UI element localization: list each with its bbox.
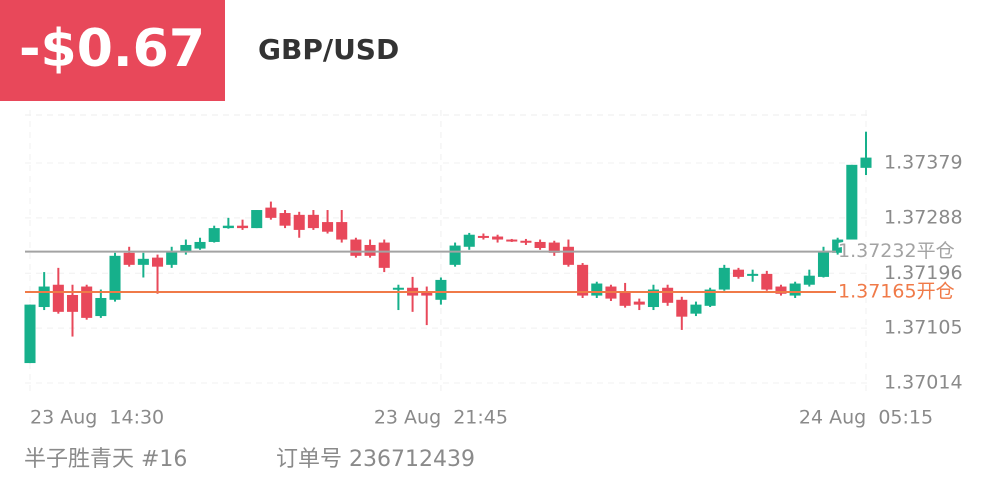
candle-body: [704, 289, 716, 306]
candle-body: [378, 242, 390, 268]
candle-body: [492, 236, 504, 240]
y-tick-label: 1.37105: [884, 317, 963, 339]
order-number: 订单号 236712439: [276, 447, 475, 472]
candle-body: [548, 242, 560, 253]
candle-body: [52, 284, 64, 312]
candle-body: [591, 283, 603, 296]
candle-body: [109, 255, 121, 300]
candle-body: [237, 225, 249, 229]
candle-body: [520, 240, 532, 243]
candle-body: [38, 286, 50, 308]
candle-body: [676, 299, 688, 317]
candle-body: [577, 264, 589, 296]
candle-body: [350, 239, 362, 256]
pnl: -$0.67: [19, 19, 205, 79]
candle-body: [506, 239, 518, 242]
candle-body: [718, 267, 730, 290]
candle-body: [279, 213, 291, 226]
candle-body: [449, 245, 461, 265]
candle-body: [151, 257, 164, 267]
candle-body: [662, 287, 674, 303]
candle-body: [619, 291, 631, 306]
candle-body: [222, 225, 234, 229]
y-tick-label: 1.37196: [884, 262, 963, 284]
candle-body: [123, 252, 135, 265]
candle-body: [633, 301, 645, 305]
candle-body: [435, 279, 447, 300]
x-tick-label: 23 Aug 21:45: [374, 407, 508, 429]
reference-label: 1.37165开仓: [838, 280, 955, 302]
candle-body: [95, 297, 107, 317]
candle-body: [789, 283, 801, 296]
candle-body: [562, 246, 574, 265]
candle-body: [66, 294, 79, 312]
candle-body: [732, 269, 745, 277]
candle-body: [690, 304, 702, 314]
candle-body: [166, 250, 178, 265]
x-tick-label: 23 Aug 14:30: [30, 407, 164, 429]
candle-body: [364, 244, 376, 256]
candle-body: [251, 210, 263, 229]
y-tick-label: 1.37288: [884, 206, 963, 228]
candle-body: [477, 235, 489, 238]
x-tick-label: 24 Aug 05:15: [799, 407, 933, 429]
candle-body: [194, 241, 206, 249]
candle-body: [180, 244, 192, 252]
candle-body: [81, 286, 93, 318]
account: 半子胜青天 #16: [24, 447, 187, 472]
candle-body: [775, 286, 787, 294]
candle-body: [761, 273, 773, 290]
candle-body: [265, 207, 277, 218]
candle-body: [208, 228, 220, 242]
candle-body: [24, 304, 36, 364]
reference-label: 1.37232平仓: [838, 240, 955, 262]
candle-body: [647, 289, 659, 308]
pnl-badge: [0, 0, 225, 101]
candle-body: [860, 157, 872, 168]
candle-body: [137, 258, 149, 265]
y-tick-label: 1.37014: [884, 371, 963, 393]
candle-body: [322, 222, 334, 232]
candle-body: [817, 250, 830, 277]
candle-body: [392, 287, 404, 290]
candle-body: [534, 241, 546, 248]
candle-body: [307, 214, 319, 229]
candle-body: [803, 275, 815, 285]
candle-body: [463, 234, 475, 247]
candle-body: [747, 273, 759, 276]
candle-body: [832, 239, 844, 253]
candle-body: [293, 214, 305, 230]
candle-body: [846, 164, 858, 240]
y-tick-label: 1.37379: [884, 152, 963, 174]
symbol: GBP/USD: [258, 33, 399, 66]
candle-body: [421, 291, 433, 296]
candle-body: [336, 222, 348, 240]
